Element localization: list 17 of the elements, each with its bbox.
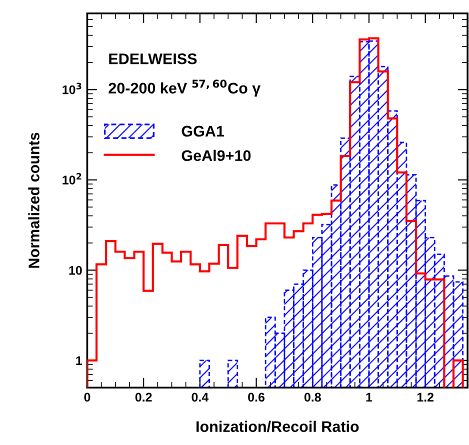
legend-label: GeAl9+10 [182,150,251,162]
y-axis-title: Normalized counts [28,132,40,268]
annotation: 20-200 keV $^{57,60}$Co γ [108,80,261,97]
annotation: EDELWEISS [109,53,197,64]
legend-label: GGA1 [182,126,224,137]
y-tick-label: 10$^{3}$ [62,82,82,94]
x-tick-label: 0.2 [135,392,152,402]
x-tick-label: 1 [366,392,372,402]
y-tick-label: 10$^{2}$ [62,173,82,184]
x-tick-label: 0.4 [192,392,209,402]
x-tick-label: 0.8 [304,392,321,402]
x-tick-label: 0 [84,392,90,402]
x-tick-label: 1.2 [417,392,434,402]
x-axis-title: Ionization/Recoil Ratio [196,420,359,432]
x-tick-label: 0.6 [248,392,265,402]
y-tick-label: 10 [69,266,82,275]
y-tick-label: 1 [76,356,82,365]
